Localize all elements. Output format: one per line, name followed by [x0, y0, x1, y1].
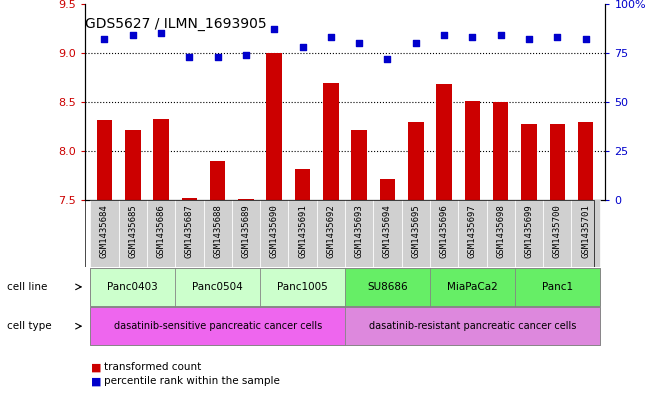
Bar [521, 124, 537, 200]
Text: dasatinib-sensitive pancreatic cancer cells: dasatinib-sensitive pancreatic cancer ce… [113, 321, 322, 331]
Text: Panc1005: Panc1005 [277, 282, 328, 292]
Text: GSM1435697: GSM1435697 [468, 204, 477, 257]
Text: GSM1435686: GSM1435686 [156, 204, 165, 257]
Bar [90, 268, 175, 306]
Text: GSM1435691: GSM1435691 [298, 204, 307, 257]
Point [298, 44, 308, 50]
Bar [572, 200, 600, 267]
Text: GSM1435696: GSM1435696 [439, 204, 449, 257]
Text: GSM1435698: GSM1435698 [496, 204, 505, 257]
Bar [436, 84, 452, 200]
Bar [345, 307, 600, 345]
Bar [458, 200, 486, 267]
Bar [125, 130, 141, 200]
Bar [486, 200, 515, 267]
Bar [288, 200, 317, 267]
Bar [175, 268, 260, 306]
Bar [260, 200, 288, 267]
Bar [266, 53, 282, 200]
Text: ■: ■ [91, 376, 102, 386]
Text: Panc0403: Panc0403 [107, 282, 158, 292]
Bar [465, 101, 480, 200]
Bar [380, 179, 395, 200]
Text: GSM1435685: GSM1435685 [128, 204, 137, 257]
Text: cell line: cell line [7, 282, 47, 292]
Text: SU8686: SU8686 [367, 282, 408, 292]
Bar [147, 200, 175, 267]
Point [241, 52, 251, 58]
Text: GSM1435693: GSM1435693 [355, 204, 364, 257]
Bar [295, 169, 311, 200]
Bar [118, 200, 147, 267]
Bar [549, 124, 565, 200]
Text: Panc1: Panc1 [542, 282, 573, 292]
Bar [515, 200, 543, 267]
Text: GSM1435690: GSM1435690 [270, 204, 279, 257]
Text: GSM1435699: GSM1435699 [525, 204, 534, 257]
Bar [175, 200, 204, 267]
Bar [373, 200, 402, 267]
Text: percentile rank within the sample: percentile rank within the sample [104, 376, 280, 386]
Bar [210, 161, 225, 200]
Bar [345, 200, 373, 267]
Text: transformed count: transformed count [104, 362, 201, 373]
Point [411, 40, 421, 46]
Bar [182, 198, 197, 200]
Bar [543, 200, 572, 267]
Point [354, 40, 365, 46]
Bar [96, 120, 112, 200]
Text: MiaPaCa2: MiaPaCa2 [447, 282, 498, 292]
Bar [204, 200, 232, 267]
Text: GSM1435700: GSM1435700 [553, 204, 562, 257]
Point [467, 34, 478, 40]
Bar [352, 130, 367, 200]
Text: dasatinib-resistant pancreatic cancer cells: dasatinib-resistant pancreatic cancer ce… [368, 321, 576, 331]
Point [552, 34, 562, 40]
Text: GSM1435701: GSM1435701 [581, 204, 590, 257]
Bar [430, 268, 515, 306]
Text: ■: ■ [91, 362, 102, 373]
Point [269, 26, 279, 33]
Bar [515, 268, 600, 306]
Bar [402, 200, 430, 267]
Bar [408, 122, 424, 200]
Bar [260, 268, 345, 306]
Text: GDS5627 / ILMN_1693905: GDS5627 / ILMN_1693905 [85, 17, 266, 31]
Text: GSM1435684: GSM1435684 [100, 204, 109, 257]
Point [326, 34, 336, 40]
Text: GSM1435695: GSM1435695 [411, 204, 421, 257]
Text: GSM1435688: GSM1435688 [213, 204, 222, 257]
Bar [323, 83, 339, 200]
Point [212, 54, 223, 60]
Bar [153, 119, 169, 200]
Bar [345, 268, 430, 306]
Bar [232, 200, 260, 267]
Bar [317, 200, 345, 267]
Point [99, 36, 109, 42]
Text: cell type: cell type [7, 321, 51, 331]
Point [439, 32, 449, 39]
Text: GSM1435687: GSM1435687 [185, 204, 194, 257]
Bar [430, 200, 458, 267]
Bar [90, 307, 345, 345]
Bar [90, 200, 118, 267]
Bar [238, 199, 254, 200]
Point [128, 32, 138, 39]
Bar [578, 122, 594, 200]
Point [524, 36, 534, 42]
Point [156, 30, 166, 37]
Point [495, 32, 506, 39]
Text: GSM1435692: GSM1435692 [326, 204, 335, 257]
Bar [493, 102, 508, 200]
Point [382, 56, 393, 62]
Text: GSM1435694: GSM1435694 [383, 204, 392, 257]
Point [184, 54, 195, 60]
Point [581, 36, 591, 42]
Text: Panc0504: Panc0504 [192, 282, 243, 292]
Text: GSM1435689: GSM1435689 [242, 204, 251, 257]
